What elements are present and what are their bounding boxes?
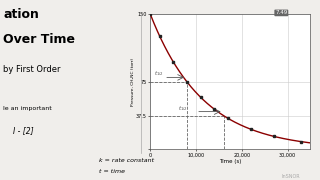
Text: $t_{1/2}$: $t_{1/2}$ bbox=[154, 70, 164, 78]
X-axis label: Time (s): Time (s) bbox=[219, 159, 242, 164]
Text: I - [2]: I - [2] bbox=[13, 126, 33, 135]
Text: $t_{1/2}$: $t_{1/2}$ bbox=[178, 105, 188, 113]
Text: 7.49: 7.49 bbox=[275, 10, 287, 15]
Y-axis label: Pressure, CH₃NC (torr): Pressure, CH₃NC (torr) bbox=[131, 58, 135, 106]
Text: k = rate constant: k = rate constant bbox=[99, 158, 154, 163]
Text: t = time: t = time bbox=[99, 169, 125, 174]
Text: le an important: le an important bbox=[3, 106, 52, 111]
Text: InSNOR: InSNOR bbox=[282, 174, 300, 179]
Text: ation: ation bbox=[3, 8, 39, 21]
Text: Over Time: Over Time bbox=[3, 33, 75, 46]
Text: by First Order: by First Order bbox=[3, 65, 61, 74]
